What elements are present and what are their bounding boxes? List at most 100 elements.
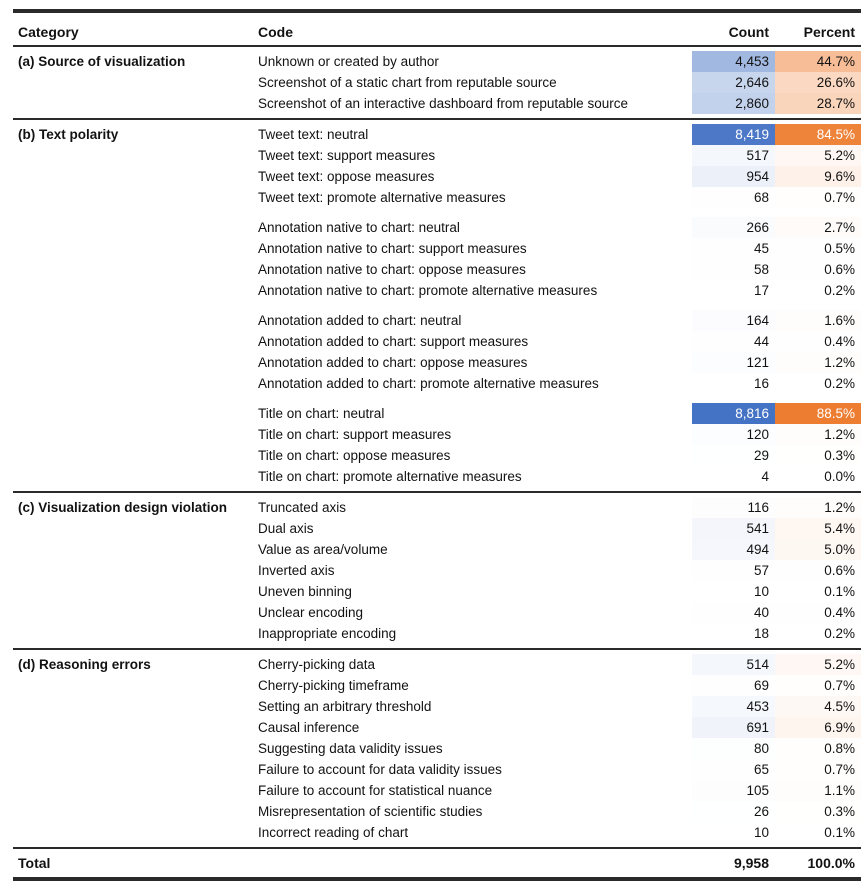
count-cell: 65 — [692, 759, 775, 780]
percent-cell: 0.1% — [775, 822, 861, 843]
count-cell: 26 — [692, 801, 775, 822]
percent-cell: 0.8% — [775, 738, 861, 759]
percent-cell: 0.6% — [775, 259, 861, 280]
count-cell: 517 — [692, 145, 775, 166]
count-cell: 8,419 — [692, 124, 775, 145]
code-cell: Title on chart: neutral — [258, 406, 385, 421]
count-cell: 116 — [692, 497, 775, 518]
table-row: Inappropriate encoding 18 0.2% — [258, 623, 861, 644]
percent-cell: 1.6% — [775, 310, 861, 331]
percent-cell: 5.2% — [775, 654, 861, 675]
section-category-label: (b) Text polarity — [18, 127, 119, 142]
count-cell: 691 — [692, 717, 775, 738]
count-cell: 16 — [692, 373, 775, 394]
code-cell: Failure to account for statistical nuanc… — [258, 783, 493, 798]
table-row: Cherry-picking data 514 5.2% — [258, 654, 861, 675]
percent-cell: 1.2% — [775, 424, 861, 445]
code-cell: Value as area/volume — [258, 542, 388, 557]
table-row: Tweet text: neutral 8,419 84.5% — [258, 124, 861, 145]
count-cell: 453 — [692, 696, 775, 717]
total-percent: 100.0% — [807, 855, 855, 871]
code-cell: Inverted axis — [258, 563, 335, 578]
row-group: Truncated axis 116 1.2% Dual axis 541 5.4% Val… — [258, 497, 861, 644]
percent-cell: 0.5% — [775, 238, 861, 259]
code-cell: Annotation native to chart: oppose measu… — [258, 262, 526, 277]
percent-cell: 5.2% — [775, 145, 861, 166]
percent-cell: 88.5% — [775, 403, 861, 424]
table-row: Annotation added to chart: neutral 164 1.6… — [258, 310, 861, 331]
percent-cell: 28.7% — [775, 93, 861, 114]
header-code: Code — [258, 24, 293, 40]
percent-cell: 44.7% — [775, 51, 861, 72]
table-row: Dual axis 541 5.4% — [258, 518, 861, 539]
percent-cell: 0.3% — [775, 801, 861, 822]
table-row: Failure to account for data validity iss… — [258, 759, 861, 780]
section-rows: Truncated axis 116 1.2% Dual axis 541 5.4% Val… — [258, 497, 861, 644]
top-double-rule — [13, 9, 861, 13]
code-cell: Misrepresentation of scientific studies — [258, 804, 483, 819]
count-cell: 10 — [692, 581, 775, 602]
total-row: Total 9,958 100.0% — [13, 849, 861, 877]
code-cell: Annotation native to chart: promote alte… — [258, 283, 598, 298]
code-cell: Tweet text: neutral — [258, 127, 369, 142]
header-count: Count — [728, 24, 769, 40]
percent-cell: 0.1% — [775, 581, 861, 602]
row-group: Annotation native to chart: neutral 266 2.… — [258, 217, 861, 301]
count-cell: 2,860 — [692, 93, 775, 114]
table-row: Unknown or created by author 4,453 44.7% — [258, 51, 861, 72]
code-cell: Title on chart: oppose measures — [258, 448, 451, 463]
total-count: 9,958 — [733, 855, 769, 871]
percent-cell: 0.3% — [775, 445, 861, 466]
table-section: (b) Text polarity Tweet text: neutral 8,41… — [13, 120, 861, 491]
table-row: Cherry-picking timeframe 69 0.7% — [258, 675, 861, 696]
code-cell: Tweet text: oppose measures — [258, 169, 435, 184]
percent-cell: 1.1% — [775, 780, 861, 801]
code-cell: Annotation native to chart: support meas… — [258, 241, 527, 256]
table-row: Annotation added to chart: oppose measur… — [258, 352, 861, 373]
percent-cell: 1.2% — [775, 352, 861, 373]
section-rows: Cherry-picking data 514 5.2% Cherry-picking… — [258, 654, 861, 843]
table-row: Annotation native to chart: neutral 266 2.… — [258, 217, 861, 238]
row-group: Title on chart: neutral 8,816 88.5% Title o… — [258, 403, 861, 487]
code-cell: Inappropriate encoding — [258, 626, 397, 641]
table-row: Annotation added to chart: support measu… — [258, 331, 861, 352]
table-row: Causal inference 691 6.9% — [258, 717, 861, 738]
code-cell: Title on chart: promote alternative meas… — [258, 469, 522, 484]
percent-cell: 5.0% — [775, 539, 861, 560]
header-rule — [13, 45, 861, 47]
section-category-label: (d) Reasoning errors — [18, 657, 151, 672]
percent-cell: 0.2% — [775, 623, 861, 644]
code-cell: Truncated axis — [258, 500, 347, 515]
code-cell: Setting an arbitrary threshold — [258, 699, 432, 714]
coding-frequency-table: Category Code Count Percent (a) Source o… — [13, 9, 861, 881]
count-cell: 4 — [692, 466, 775, 487]
count-cell: 494 — [692, 539, 775, 560]
count-cell: 954 — [692, 166, 775, 187]
table-section: (a) Source of visualization Unknown or cr… — [13, 47, 861, 118]
count-cell: 4,453 — [692, 51, 775, 72]
table-section: (c) Visualization design violation Trunca… — [13, 493, 861, 648]
bottom-double-rule — [13, 877, 861, 881]
table-row: Screenshot of a static chart from reputa… — [258, 72, 861, 93]
percent-cell: 0.0% — [775, 466, 861, 487]
table-row: Tweet text: promote alternative measures… — [258, 187, 861, 208]
header-percent: Percent — [803, 24, 855, 40]
table-row: Annotation native to chart: promote alte… — [258, 280, 861, 301]
section-rule — [13, 491, 861, 493]
table-row: Tweet text: oppose measures 954 9.6% — [258, 166, 861, 187]
code-cell: Unknown or created by author — [258, 54, 439, 69]
table-row: Screenshot of an interactive dashboard f… — [258, 93, 861, 114]
count-cell: 45 — [692, 238, 775, 259]
table-row: Unclear encoding 40 0.4% — [258, 602, 861, 623]
percent-cell: 84.5% — [775, 124, 861, 145]
count-cell: 105 — [692, 780, 775, 801]
table-row: Title on chart: oppose measures 29 0.3% — [258, 445, 861, 466]
table-row: Title on chart: support measures 120 1.2% — [258, 424, 861, 445]
code-cell: Annotation added to chart: promote alter… — [258, 376, 599, 391]
table-row: Value as area/volume 494 5.0% — [258, 539, 861, 560]
table-row: Tweet text: support measures 517 5.2% — [258, 145, 861, 166]
percent-cell: 0.2% — [775, 280, 861, 301]
header-category: Category — [18, 24, 79, 40]
percent-cell: 9.6% — [775, 166, 861, 187]
